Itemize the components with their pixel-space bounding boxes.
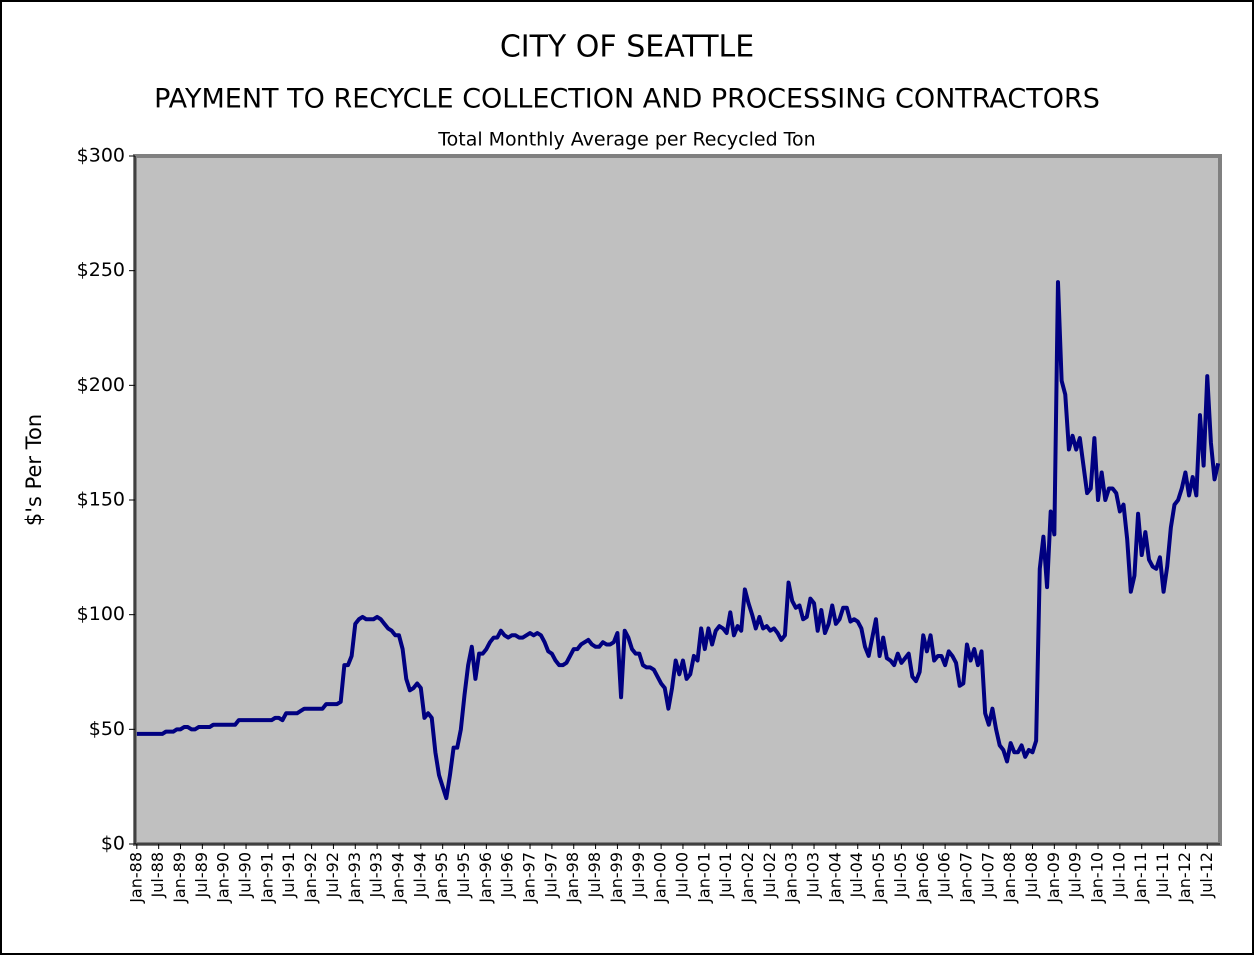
x-tick-label: Jan-96	[476, 852, 495, 904]
x-tick-label: Jan-92	[301, 852, 320, 904]
x-tick-label: Jan-00	[651, 852, 670, 904]
y-tick-label: $100	[77, 603, 125, 625]
x-tick-label: Jan-07	[956, 852, 975, 904]
x-tick-label: Jul-89	[192, 852, 211, 898]
x-tick-label: Jul-05	[891, 852, 910, 898]
x-tick-label: Jul-97	[541, 852, 560, 898]
plot-area	[133, 154, 1222, 846]
chart-subtitle: PAYMENT TO RECYCLE COLLECTION AND PROCES…	[154, 84, 1100, 115]
x-tick-label: Jul-98	[585, 852, 604, 898]
x-tick-label: Jan-05	[869, 852, 888, 904]
x-tick-label: Jul-94	[410, 852, 429, 898]
x-tick-label: Jul-00	[672, 852, 691, 898]
x-tick-label: Jan-99	[607, 852, 626, 904]
x-tick-label: Jul-08	[1022, 852, 1041, 898]
x-tick-label: Jan-02	[738, 852, 757, 904]
y-tick-label: $250	[77, 259, 125, 281]
x-tick-label: Jan-09	[1044, 852, 1063, 904]
y-tick-label: $200	[77, 374, 125, 396]
x-tick-label: Jul-01	[716, 852, 735, 898]
x-tick-label: Jul-90	[236, 852, 255, 898]
y-tick-label: $300	[77, 145, 125, 167]
x-tick-label: Jul-02	[760, 852, 779, 898]
x-tick-label: Jul-06	[935, 852, 954, 898]
x-tick-label: Jan-90	[214, 852, 233, 904]
x-tick-label: Jan-12	[1175, 852, 1194, 904]
x-tick-label: Jul-07	[978, 852, 997, 898]
x-tick-label: Jul-03	[804, 852, 823, 898]
x-tick-label: Jan-97	[520, 852, 539, 904]
y-tick-label: $50	[89, 718, 125, 740]
data-line	[136, 280, 1221, 801]
x-tick-label: Jul-10	[1109, 852, 1128, 898]
x-tick-label: Jan-08	[1000, 852, 1019, 904]
x-tick-label: Jan-89	[170, 852, 189, 904]
x-tick-label: Jul-04	[847, 852, 866, 898]
x-tick-label: Jan-93	[345, 852, 364, 904]
x-tick-label: Jul-91	[279, 852, 298, 898]
x-tick-label: Jul-88	[148, 852, 167, 898]
x-tick-label: Jul-95	[454, 852, 473, 898]
x-tick-label: Jul-96	[498, 852, 517, 898]
x-tick-label: Jan-03	[782, 852, 801, 904]
x-tick-label: Jan-91	[257, 852, 276, 904]
x-tick-label: Jan-95	[432, 852, 451, 904]
x-tick-label: Jan-11	[1131, 852, 1150, 904]
x-tick-label: Jan-06	[913, 852, 932, 904]
chart-title: CITY OF SEATTLE	[500, 30, 754, 65]
x-tick-label: Jul-12	[1197, 852, 1216, 898]
y-tick-label: $0	[101, 833, 125, 855]
y-axis-label: $'s Per Ton	[22, 414, 46, 526]
x-tick-label: Jul-92	[323, 852, 342, 898]
x-tick-label: Jan-88	[126, 852, 145, 904]
x-tick-label: Jan-01	[694, 852, 713, 904]
chart-caption: Total Monthly Average per Recycled Ton	[437, 129, 815, 151]
x-tick-label: Jul-99	[629, 852, 648, 898]
x-tick-label: Jul-11	[1153, 852, 1172, 898]
x-tick-label: Jan-10	[1088, 852, 1107, 904]
y-tick-label: $150	[77, 489, 125, 511]
x-tick-label: Jul-93	[367, 852, 386, 898]
x-tick-label: Jul-09	[1066, 852, 1085, 898]
x-tick-label: Jan-98	[563, 852, 582, 904]
x-tick-label: Jan-94	[388, 852, 407, 904]
x-tick-label: Jan-04	[825, 852, 844, 904]
